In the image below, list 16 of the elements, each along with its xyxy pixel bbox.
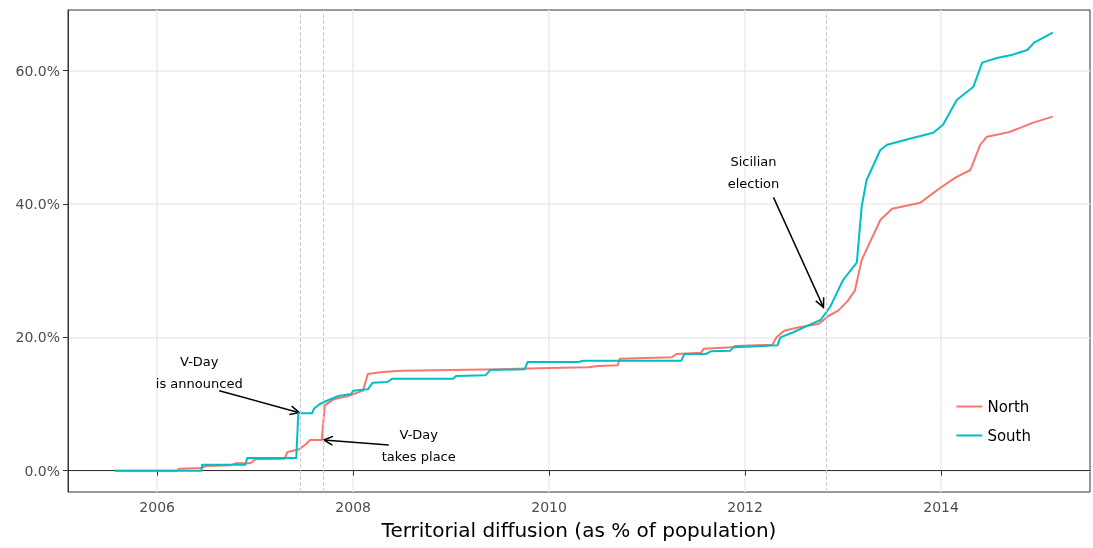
y-tick-label: 40.0% — [15, 196, 60, 212]
x-tick-label: 2008 — [335, 499, 371, 515]
y-tick-label: 60.0% — [15, 62, 60, 79]
x-axis-title: Territorial diffusion (as % of population) — [380, 518, 777, 542]
line-series — [114, 31, 1054, 472]
annotation: V-Day takes place — [381, 426, 456, 464]
x-tick-label: 2012 — [727, 499, 763, 515]
x-tick-label: 2014 — [923, 499, 959, 515]
y-tick-label: 0.0% — [24, 462, 60, 479]
legend-label: North — [987, 397, 1030, 416]
x-tick-label: 2006 — [139, 499, 176, 515]
legend-label: South — [987, 426, 1031, 445]
y-tick-label: 20.0% — [15, 329, 60, 346]
annotation: V-Day is announced — [155, 354, 243, 392]
annotation: Sicilian election — [727, 153, 780, 191]
x-tick-label: 2010 — [531, 499, 567, 515]
